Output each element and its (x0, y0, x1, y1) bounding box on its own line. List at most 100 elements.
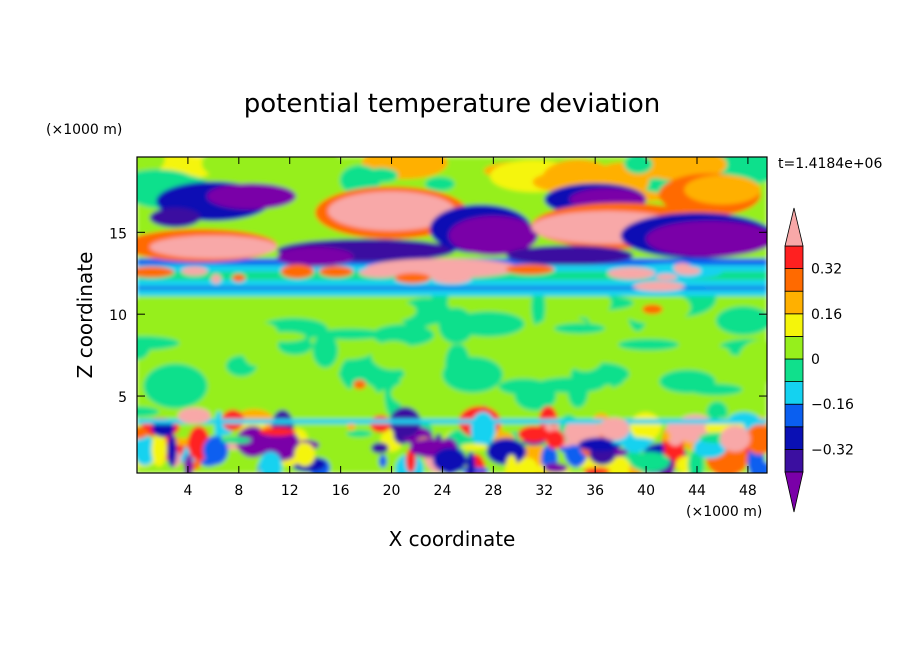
colorbar-extend-min (784, 471, 804, 513)
contour-blob (567, 376, 588, 408)
contour-blob (211, 274, 222, 284)
colorbar-segment (784, 426, 804, 450)
contour-blob (425, 176, 455, 192)
contour-blob (347, 422, 356, 431)
contour-blob (315, 328, 385, 340)
x-tick-label: 16 (332, 483, 350, 499)
x-axis-label: X coordinate (389, 527, 516, 551)
contour-blob (655, 273, 678, 280)
contour-blob (184, 454, 193, 473)
colorbar-segment (784, 268, 804, 292)
contour-blob (486, 438, 527, 466)
x-tick-label: 24 (434, 483, 452, 499)
contour-blob (445, 342, 471, 386)
contour-blob (611, 437, 655, 446)
contour-blob (149, 235, 277, 259)
x-tick-label: 20 (383, 483, 401, 499)
contour-blob (545, 429, 565, 449)
contour-blob (505, 454, 518, 473)
contour-blob (517, 457, 538, 473)
contour-blob (675, 266, 701, 276)
contour-blob (259, 451, 283, 473)
contour-blob (662, 431, 671, 442)
contour-blob (659, 369, 716, 394)
contour-blob (554, 323, 605, 334)
colorbar-extend-max (784, 207, 804, 247)
contour-blob (367, 300, 417, 321)
contour-blob (629, 451, 670, 472)
contour-blob (280, 264, 314, 279)
x-tick-label: 4 (183, 483, 192, 499)
colorbar-tick-label: 0.16 (811, 307, 842, 323)
contour-blob (137, 435, 156, 466)
x-tick-label: 32 (535, 483, 553, 499)
contour-blob (359, 267, 402, 278)
contour-blob (241, 323, 269, 366)
contour-blob (137, 266, 175, 278)
colorbar-tick-label: 0.32 (811, 262, 842, 278)
contour-blob (607, 267, 656, 280)
x-tick-label: 44 (688, 483, 706, 499)
contour-band (137, 286, 767, 290)
contour-blob (578, 437, 622, 452)
x-tick-label: 48 (739, 483, 757, 499)
chart-title: potential temperature deviation (244, 89, 660, 119)
contour-blob (345, 382, 380, 424)
colorbar-tick-label: −0.16 (811, 397, 854, 413)
x-tick-label: 28 (484, 483, 502, 499)
contour-band (137, 418, 767, 424)
contour-blob (184, 329, 255, 338)
contour-blob (137, 406, 160, 417)
contour-blob (151, 419, 175, 438)
contour-blob (543, 463, 568, 473)
contour-blob (599, 417, 630, 441)
x-tick-label: 12 (281, 483, 299, 499)
y-axis-label: Z coordinate (73, 252, 97, 379)
contour-blob (531, 285, 546, 328)
contour-blob (177, 407, 211, 424)
contour-blob (201, 157, 278, 181)
contour-blob (719, 425, 751, 452)
contour-blob (629, 412, 662, 441)
colorbar-segment (784, 245, 804, 270)
contour-blob (143, 363, 208, 409)
contour-blob (432, 447, 467, 473)
contour-blob (405, 447, 416, 473)
x-unit-label: (×1000 m) (686, 504, 762, 520)
contour-blob (618, 338, 679, 351)
x-tick-label: 8 (234, 483, 243, 499)
colorbar-segment (784, 448, 804, 473)
y-tick-label: 10 (109, 308, 127, 324)
colorbar-segment (784, 381, 804, 405)
contour-blob (258, 427, 296, 437)
y-tick-label: 15 (109, 226, 127, 242)
y-unit-label: (×1000 m) (46, 122, 122, 138)
contour-blob (506, 245, 634, 266)
contour-blob (466, 451, 476, 473)
contour-blob (665, 419, 686, 447)
contour-blob (207, 183, 297, 210)
contour-blob (604, 381, 676, 420)
colorbar-segment (784, 313, 804, 337)
contour-blob (394, 272, 431, 284)
contour-blob (220, 436, 252, 444)
contour-blob (448, 215, 538, 256)
contour-blob (167, 434, 177, 468)
contour-blob (583, 467, 611, 473)
plot-frame (136, 156, 768, 474)
contour-blob (137, 336, 180, 351)
contour-blob (642, 304, 663, 315)
x-axis: 4 8 12 16 20 24 28 32 36 40 44 48 (183, 157, 757, 499)
colorbar-segment (784, 403, 804, 428)
contour-blob (149, 207, 201, 228)
contour-blob (633, 281, 685, 292)
contour-blob (137, 427, 149, 439)
colorbar-segment (784, 358, 804, 383)
contour-blob (366, 258, 519, 279)
y-axis: 5 10 15 (109, 226, 767, 406)
contour-blob (232, 273, 246, 283)
contour-blob (277, 247, 354, 267)
contour-field (137, 157, 767, 473)
contour-blob (294, 442, 316, 467)
